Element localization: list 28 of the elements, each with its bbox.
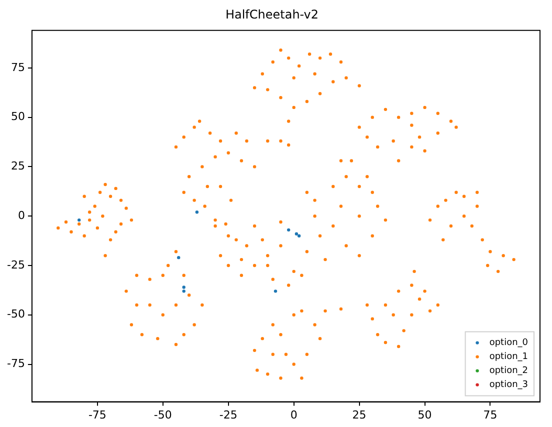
y-tick-label: -25 (7, 258, 25, 272)
legend-label: option_1 (489, 352, 528, 362)
y-tick-label: -50 (7, 308, 25, 321)
point (182, 286, 186, 289)
x-tick-label: -50 (154, 408, 172, 422)
point (195, 210, 199, 214)
point (274, 290, 278, 293)
x-tick-label: -75 (88, 408, 106, 422)
y-tick-label: -75 (7, 357, 25, 370)
x-tick-label: 0 (290, 408, 298, 422)
y-tick-label: 50 (10, 110, 25, 124)
x-tick-label: 50 (418, 408, 432, 422)
point (182, 290, 186, 293)
x-tick-label: -25 (219, 408, 238, 422)
point (177, 256, 180, 260)
legend-label: option_3 (489, 380, 528, 390)
legend-label: option_2 (489, 366, 528, 376)
chart-title: HalfCheetah-v2 (225, 7, 319, 22)
y-tick-label: 25 (10, 160, 25, 173)
x-tick-label: 25 (352, 408, 366, 422)
x-tick-label: 75 (483, 408, 498, 422)
legend-label: option_0 (489, 338, 528, 348)
point (294, 232, 298, 236)
y-tick-label: 0 (18, 208, 25, 222)
y-tick-label: 75 (10, 60, 25, 74)
point (297, 234, 301, 238)
point (287, 228, 290, 232)
point (78, 218, 81, 222)
